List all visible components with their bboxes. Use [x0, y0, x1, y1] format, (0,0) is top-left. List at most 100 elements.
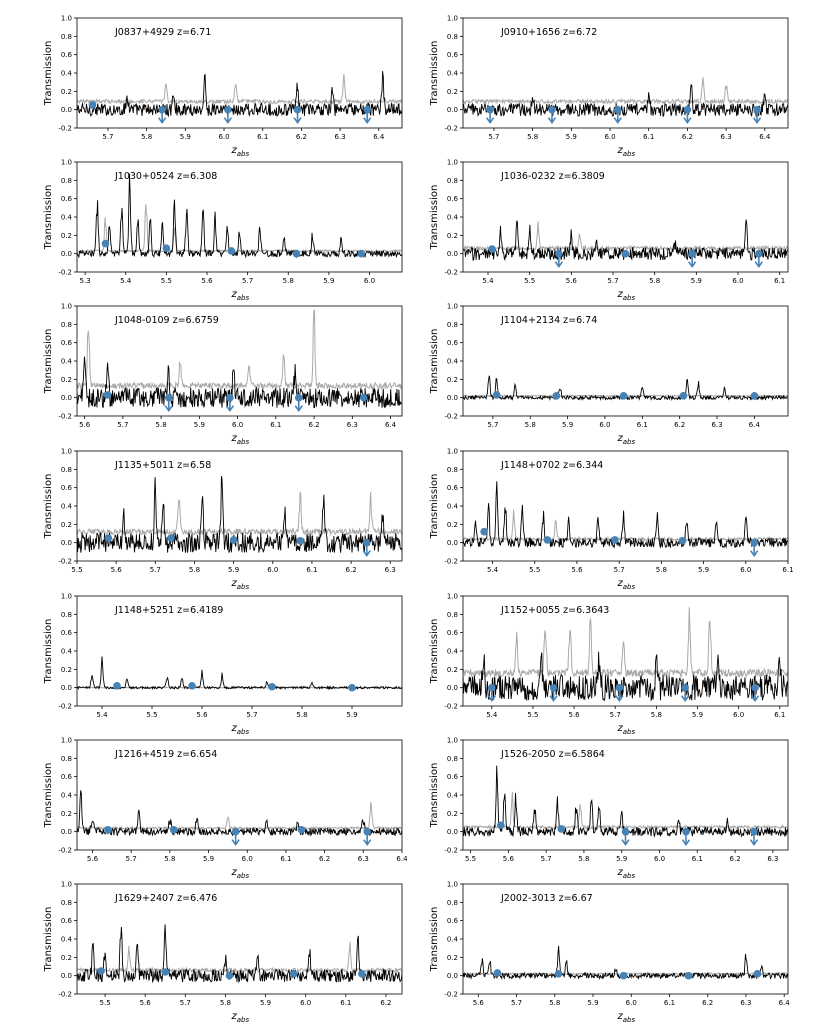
- x-tick-label: 6.1: [280, 855, 291, 863]
- transmission-spectrum-line: [77, 356, 402, 409]
- measurement-point: [493, 969, 502, 977]
- measurement-point: [103, 391, 112, 399]
- x-axis-label: zabs: [617, 723, 636, 736]
- x-tick-label: 5.9: [323, 277, 334, 285]
- x-tick-label: 6.0: [599, 421, 610, 429]
- measurement-point: [543, 536, 552, 544]
- y-tick-label: 0.6: [61, 51, 73, 59]
- x-tick-label: 6.1: [643, 133, 654, 141]
- y-tick-label: 0.4: [447, 792, 459, 800]
- y-tick-label: 0.8: [447, 321, 458, 329]
- y-tick-label: 0.8: [61, 466, 72, 474]
- y-tick-label: 0.8: [61, 177, 72, 185]
- error-spectrum-line: [463, 791, 788, 831]
- measurement-point: [753, 970, 762, 978]
- x-axis-label-main: z: [617, 723, 624, 734]
- y-tick-label: 0.2: [447, 521, 458, 529]
- measurement-point: [554, 970, 563, 978]
- x-tick-label: 6.1: [692, 855, 703, 863]
- measurement-point: [113, 682, 121, 690]
- x-tick-label: 6.2: [730, 855, 741, 863]
- error-spectrum-line: [77, 309, 402, 391]
- x-tick-label: 5.9: [691, 277, 702, 285]
- x-tick-label: 6.0: [242, 855, 253, 863]
- x-tick-label: 6.0: [740, 566, 751, 574]
- y-tick-label: 0.0: [61, 828, 72, 836]
- x-tick-label: 5.8: [651, 711, 662, 719]
- x-axis-label-main: z: [617, 145, 624, 156]
- measurement-point: [268, 682, 276, 691]
- panel: 1.0 0.8 0.6 0.4 0.2 0.0 -0.2 5.7 5.8 5.9 6.0 6.1 6.2…: [429, 303, 789, 446]
- upper-limit-arrowhead: [549, 695, 558, 703]
- measurement-point: [621, 249, 630, 258]
- measurement-point: [678, 537, 687, 545]
- upper-limit-arrowhead: [621, 839, 630, 847]
- x-tick-label: 6.4: [779, 999, 791, 1007]
- x-axis-label-sub: abs: [237, 583, 250, 591]
- x-axis-label-main: z: [617, 867, 624, 878]
- x-tick-label: 6.1: [782, 566, 793, 574]
- x-axis-label: zabs: [231, 578, 250, 591]
- y-tick-label: 0.2: [61, 810, 72, 818]
- plot-area: [77, 924, 402, 984]
- y-tick-label: -0.2: [444, 703, 458, 711]
- y-tick-label: 0.2: [447, 88, 458, 96]
- y-tick-label: 0.6: [61, 484, 73, 492]
- x-axis-label: zabs: [617, 433, 636, 446]
- upper-limit-arrowhead: [485, 117, 495, 125]
- upper-limit-arrowhead: [683, 117, 692, 125]
- x-axis-label-sub: abs: [237, 728, 250, 736]
- measurement-point: [619, 971, 628, 980]
- panel-title: J1030+0524 z=6.308: [114, 171, 217, 182]
- x-axis-label-sub: abs: [623, 1016, 636, 1024]
- y-tick-label: 0.6: [447, 917, 459, 925]
- x-tick-label: 6.2: [702, 999, 713, 1007]
- x-axis-label-main: z: [617, 1011, 624, 1022]
- x-tick-label: 5.7: [610, 711, 621, 719]
- error-spectrum-line: [77, 491, 402, 537]
- x-tick-label: 6.4: [749, 421, 761, 429]
- upper-limit-arrowhead: [547, 117, 557, 125]
- x-tick-label: 5.7: [150, 566, 161, 574]
- y-tick-label: 0.6: [61, 629, 73, 637]
- transmission-spectrum-line: [463, 481, 788, 549]
- x-tick-label: 5.6: [201, 277, 213, 285]
- x-axis-label-sub: abs: [623, 583, 636, 591]
- y-axis-label: Transmission: [43, 474, 54, 540]
- x-tick-label: 5.5: [465, 855, 476, 863]
- x-tick-label: 5.4: [487, 566, 499, 574]
- y-tick-label: 0.4: [61, 70, 73, 78]
- y-tick-label: -0.2: [58, 558, 72, 566]
- x-axis-label-sub: abs: [623, 294, 636, 302]
- panel: 1.0 0.8 0.6 0.4 0.2 0.0 -0.2 5.5 5.6 5.7 5.8 5.9 6.0…: [43, 881, 403, 1024]
- x-tick-label: 5.9: [194, 421, 205, 429]
- y-tick-label: 0.6: [447, 773, 459, 781]
- panel-title: J1048-0109 z=6.6759: [114, 315, 219, 326]
- measurement-point: [97, 967, 105, 975]
- y-tick-label: -0.2: [58, 269, 72, 277]
- x-axis-label-sub: abs: [623, 872, 636, 880]
- y-axis-label: Transmission: [43, 619, 54, 685]
- error-spectrum-line: [463, 77, 788, 106]
- x-tick-label: 5.9: [698, 566, 709, 574]
- x-tick-label: 6.1: [340, 999, 351, 1007]
- upper-limit-arrowhead: [554, 261, 563, 269]
- panel: 1.0 0.8 0.6 0.4 0.2 0.0 -0.2 5.5 5.6 5.7 5.8 5.9 6.0…: [429, 737, 789, 880]
- y-axis-label: Transmission: [429, 763, 440, 829]
- measurement-point: [679, 392, 688, 400]
- x-tick-label: 5.8: [189, 566, 200, 574]
- x-tick-label: 5.9: [566, 133, 577, 141]
- measurement-point: [552, 392, 561, 400]
- upper-limit-arrowhead: [164, 405, 173, 413]
- x-axis-label: zabs: [617, 867, 636, 880]
- y-tick-label: 0.6: [447, 339, 459, 347]
- y-tick-label: 0.4: [61, 936, 73, 944]
- measurement-point: [101, 239, 110, 248]
- x-tick-label: 5.9: [616, 855, 627, 863]
- plot-area: [463, 765, 788, 847]
- plot-area: [77, 656, 402, 692]
- upper-limit-arrowhead: [362, 550, 371, 558]
- x-tick-label: 5.8: [549, 999, 560, 1007]
- measurement-point: [496, 821, 505, 830]
